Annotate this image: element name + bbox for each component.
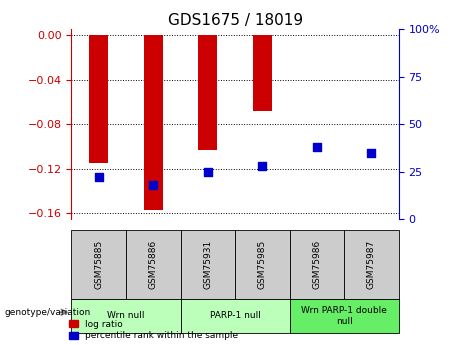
Text: PARP-1 null: PARP-1 null — [210, 311, 260, 321]
Text: GSM75885: GSM75885 — [94, 240, 103, 289]
Text: GSM75931: GSM75931 — [203, 240, 213, 289]
Title: GDS1675 / 18019: GDS1675 / 18019 — [167, 13, 303, 28]
Point — [204, 169, 212, 175]
Text: GSM75985: GSM75985 — [258, 240, 267, 289]
Bar — [126, 230, 181, 299]
Bar — [71, 230, 126, 299]
Point — [149, 182, 157, 188]
Bar — [181, 299, 290, 333]
Text: Wrn null: Wrn null — [107, 311, 145, 321]
Text: GSM75886: GSM75886 — [149, 240, 158, 289]
Text: Wrn PARP-1 double
null: Wrn PARP-1 double null — [301, 306, 387, 326]
Bar — [71, 299, 181, 333]
Point — [259, 163, 266, 169]
Bar — [89, 35, 108, 163]
Bar — [290, 299, 399, 333]
Bar — [144, 35, 163, 210]
Bar — [253, 35, 272, 111]
Bar — [198, 35, 218, 150]
Bar — [181, 230, 235, 299]
Point — [368, 150, 375, 155]
Text: GSM75986: GSM75986 — [313, 240, 321, 289]
Point — [95, 175, 102, 180]
Text: genotype/variation: genotype/variation — [5, 308, 91, 317]
Text: GSM75987: GSM75987 — [367, 240, 376, 289]
Bar — [235, 230, 290, 299]
Bar — [290, 230, 344, 299]
Point — [313, 144, 321, 150]
Legend: log ratio, percentile rank within the sample: log ratio, percentile rank within the sa… — [69, 320, 238, 341]
Bar — [344, 230, 399, 299]
